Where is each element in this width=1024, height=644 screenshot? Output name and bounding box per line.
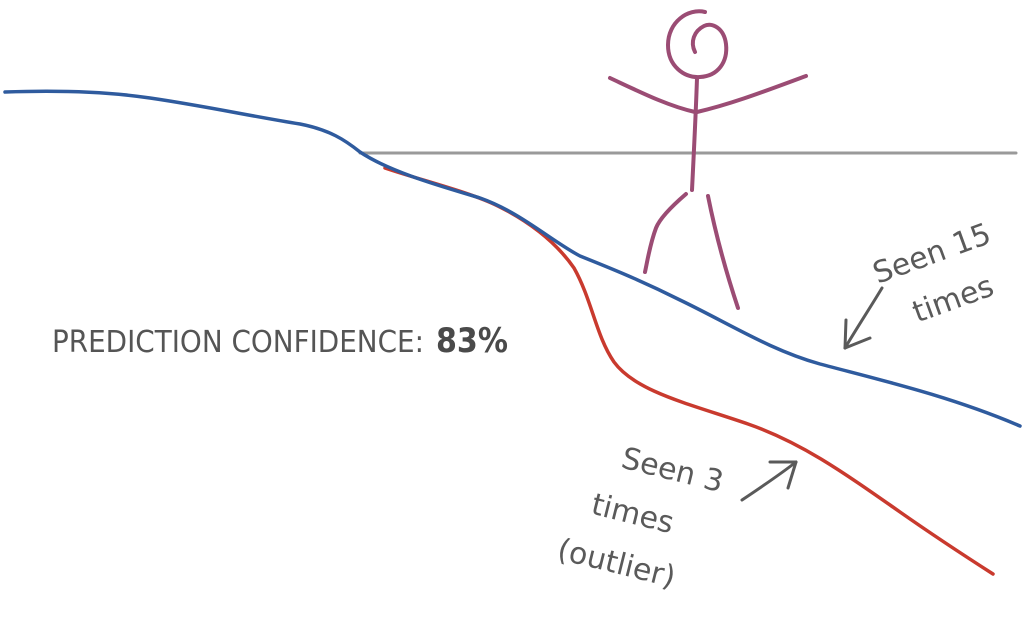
annotation-red-line2: times xyxy=(588,487,677,541)
stick-figure-right-leg xyxy=(706,194,740,310)
stick-figure-right-arm xyxy=(695,74,808,114)
annotation-red: Seen 3 times (outlier) xyxy=(554,441,727,595)
annotation-red-line3: (outlier) xyxy=(554,532,679,595)
stick-figure xyxy=(608,9,808,310)
prediction-confidence-value: 83% xyxy=(436,321,508,361)
annotation-red-line1: Seen 3 xyxy=(618,441,727,500)
arrow-to-red-icon xyxy=(740,460,798,502)
prediction-confidence-label: PREDICTION CONFIDENCE: xyxy=(52,325,424,360)
stick-figure-left-arm xyxy=(608,76,697,114)
blue-curve xyxy=(3,89,1022,428)
stick-figure-head xyxy=(666,9,729,80)
stick-figure-left-leg xyxy=(643,192,688,274)
annotation-blue-line2: times xyxy=(908,269,998,330)
red-curve xyxy=(383,166,995,576)
annotation-blue: Seen 15 times xyxy=(868,217,998,331)
stick-figure-body xyxy=(690,76,699,192)
arrow-to-blue-icon xyxy=(843,286,884,350)
